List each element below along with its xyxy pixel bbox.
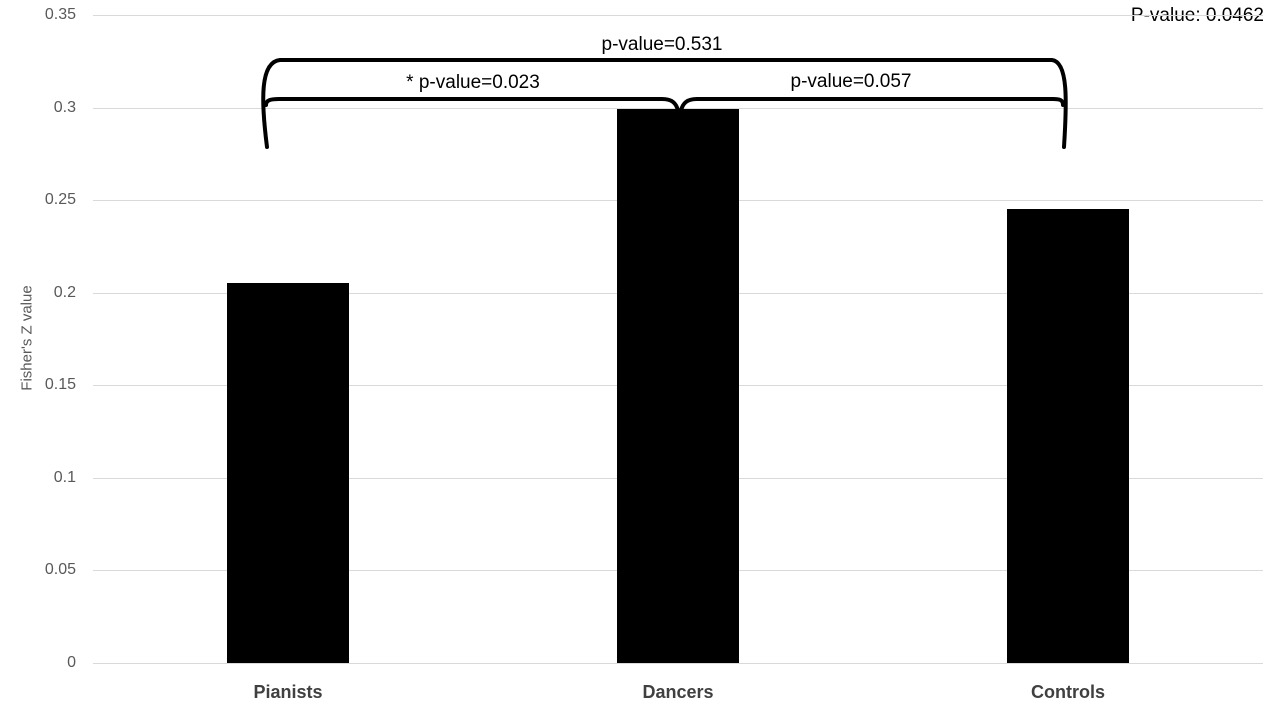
overall-pvalue-note: P-value: 0.0462 <box>1130 5 1264 26</box>
bar-controls <box>1007 209 1129 663</box>
y-axis-tick-label: 0.2 <box>53 283 76 301</box>
y-axis-tick-label: 0.35 <box>44 6 76 23</box>
pvalue-label-pianists-dancers: * p-value=0.023 <box>406 72 540 93</box>
category-label-pianists: Pianists <box>253 682 323 702</box>
category-label-dancers: Dancers <box>642 682 714 702</box>
y-axis-tick-label: 0.3 <box>53 98 76 116</box>
gridline <box>93 107 1263 109</box>
gridline <box>93 15 1263 16</box>
y-axis-title: Fisher's Z value <box>18 285 36 391</box>
y-axis-tick-label: 0 <box>67 654 76 671</box>
y-axis-tick-label: 0.05 <box>44 561 76 579</box>
y-axis-tick-label: 0.25 <box>44 191 76 209</box>
y-axis-tick-label: 0.1 <box>53 468 76 486</box>
y-axis-tick-label: 0.15 <box>44 376 76 394</box>
bar-pianists <box>227 283 349 663</box>
gridline <box>93 663 1263 664</box>
bar-dancers <box>617 109 739 663</box>
pvalue-label-pianists-controls: p-value=0.531 <box>601 34 723 55</box>
pvalue-label-dancers-controls: p-value=0.057 <box>790 71 912 92</box>
category-label-controls: Controls <box>1031 682 1105 702</box>
